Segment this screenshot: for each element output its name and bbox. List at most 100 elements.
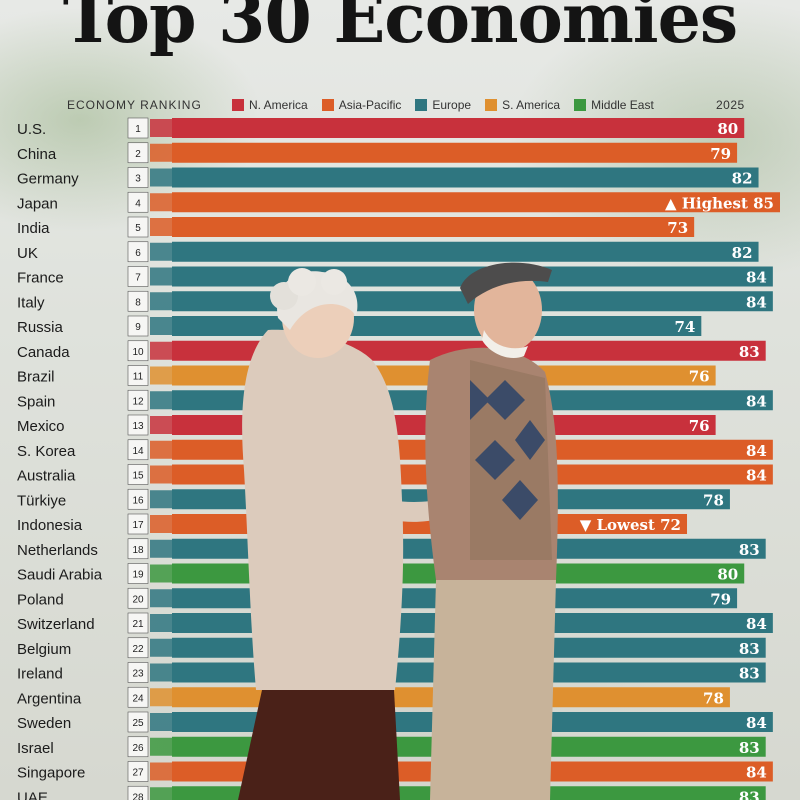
- rank-number: 14: [132, 446, 144, 457]
- flag-icon: [150, 663, 172, 682]
- country-label: India: [17, 220, 50, 237]
- rank-number: 16: [132, 495, 144, 506]
- flag-icon: [150, 490, 172, 509]
- legend-label: S. America: [502, 98, 561, 112]
- legend-swatch: [321, 99, 334, 111]
- flag-icon: [150, 589, 172, 608]
- rank-box: [127, 488, 149, 510]
- rank-number: 26: [132, 743, 144, 754]
- legend-item-europe: Europe: [415, 98, 471, 112]
- bar: [172, 167, 759, 188]
- flag-icon: [150, 391, 172, 410]
- legend-label: Middle East: [591, 98, 654, 112]
- rank-number: 24: [132, 693, 144, 704]
- rank-box: [127, 167, 149, 188]
- flag-icon: [150, 737, 172, 756]
- country-label: Sweden: [17, 715, 71, 732]
- flag-icon: [150, 292, 172, 311]
- value-label: 79: [710, 145, 731, 163]
- country-label: Singapore: [17, 765, 85, 782]
- rank-box: [127, 290, 149, 312]
- value-label: 84: [746, 764, 767, 782]
- country-label: Belgium: [17, 641, 71, 658]
- flag-icon: [150, 688, 172, 707]
- flag-icon: [150, 762, 172, 781]
- country-label: Ireland: [17, 666, 63, 683]
- country-label: China: [17, 146, 57, 163]
- flag-icon: [150, 366, 172, 385]
- country-label: Japan: [17, 195, 58, 212]
- rank-number: 17: [132, 520, 144, 531]
- flag-icon: [150, 440, 172, 459]
- legend-label: Asia-Pacific: [338, 98, 402, 112]
- rank-box: [127, 216, 149, 238]
- rank-number: 27: [132, 768, 144, 779]
- rank-box: [127, 637, 149, 659]
- rank-box: [127, 315, 149, 337]
- chart-header: ECONOMY RANKING N. America Asia-Pacific Eu…: [0, 96, 800, 114]
- rank-box: [127, 711, 149, 733]
- rank-box: [127, 785, 149, 800]
- flag-icon: [150, 267, 172, 286]
- rank-box: [127, 513, 149, 535]
- rank-box: [127, 191, 149, 213]
- rank-number: 15: [132, 471, 144, 482]
- rank-box: [127, 686, 149, 708]
- value-label: 84: [746, 293, 767, 311]
- rank-number: 2: [135, 149, 141, 160]
- rank-number: 10: [132, 347, 144, 358]
- country-label: Israel: [17, 740, 54, 757]
- value-label: 82: [732, 170, 753, 188]
- flag-icon: [150, 242, 172, 261]
- value-label: 73: [667, 219, 688, 237]
- value-label: 80: [717, 120, 738, 138]
- rank-box: [127, 587, 149, 609]
- rank-box: [127, 439, 149, 461]
- legend-swatch: [574, 99, 587, 111]
- flag-icon: [150, 168, 172, 187]
- rank-number: 11: [133, 372, 144, 383]
- flag-icon: [150, 317, 172, 335]
- country-label: Germany: [17, 171, 79, 188]
- legend-item-middle-east: Middle East: [574, 98, 654, 112]
- flag-icon: [150, 341, 172, 360]
- value-label: 78: [703, 491, 724, 509]
- legend-swatch: [415, 99, 428, 111]
- value-label: 84: [746, 714, 767, 732]
- flag-icon: [150, 614, 172, 632]
- flag-icon: [150, 465, 172, 484]
- country-label: Australia: [17, 468, 76, 485]
- bar: [172, 192, 780, 213]
- rank-number: 9: [135, 322, 141, 333]
- rank-box: [127, 414, 149, 436]
- man-figure: [425, 262, 558, 800]
- value-label: 79: [710, 590, 731, 608]
- country-label: S. Korea: [17, 443, 76, 460]
- rank-box: [127, 266, 149, 287]
- value-label: 80: [717, 566, 738, 584]
- value-label: 78: [703, 689, 724, 707]
- rank-number: 8: [135, 297, 141, 308]
- rank-box: [127, 142, 149, 164]
- legend-label: N. America: [249, 98, 308, 112]
- value-label: 83: [739, 343, 760, 361]
- country-label: Switzerland: [17, 616, 95, 633]
- rank-box: [127, 365, 149, 386]
- bar: [172, 118, 745, 138]
- rank-number: 28: [132, 792, 144, 800]
- legend-swatch: [485, 99, 498, 111]
- country-label: Poland: [17, 591, 64, 608]
- rank-number: 5: [135, 223, 141, 234]
- country-label: UK: [17, 245, 38, 262]
- rank-number: 25: [132, 718, 144, 729]
- value-label: 74: [674, 318, 695, 336]
- column-label: ECONOMY RANKING: [67, 98, 202, 112]
- country-label: Saudi Arabia: [17, 567, 103, 584]
- rank-number: 23: [132, 669, 144, 680]
- rank-box: [127, 340, 149, 362]
- country-label: Argentina: [17, 690, 82, 707]
- legend-item-n-america: N. America: [232, 98, 308, 112]
- flag-icon: [150, 713, 172, 731]
- value-label: 84: [746, 615, 767, 633]
